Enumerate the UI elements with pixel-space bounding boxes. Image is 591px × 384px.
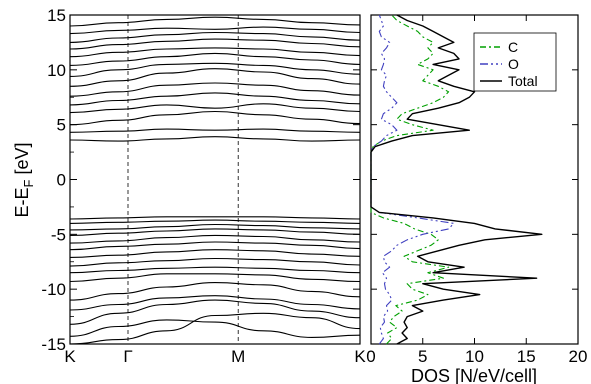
band-line xyxy=(69,299,361,325)
band-line xyxy=(69,128,361,133)
y-tick-label: -10 xyxy=(41,280,66,299)
band-line xyxy=(69,38,361,50)
x-tick-label: 15 xyxy=(517,347,536,366)
band-lines xyxy=(69,16,361,345)
band-line xyxy=(69,68,361,87)
y-axis-title-subscript: F xyxy=(21,179,36,187)
band-line xyxy=(69,136,361,142)
y-tick-label: -5 xyxy=(51,225,66,244)
x-tick-label: 20 xyxy=(569,347,588,366)
band-line xyxy=(69,16,361,27)
band-y-ticks: -15 -10 -5 0 5 10 15 xyxy=(41,6,360,354)
kpoint-label: Γ xyxy=(123,347,132,366)
x-tick-label: 0 xyxy=(366,347,375,366)
dos-series-total xyxy=(370,14,543,345)
band-line xyxy=(69,110,361,126)
kpoint-label: K xyxy=(64,347,76,366)
band-line xyxy=(69,103,361,114)
band-line xyxy=(69,26,361,35)
y-axis-title-unit: [eV] xyxy=(12,143,32,175)
dos-x-ticks: 0 5 10 15 20 xyxy=(366,14,588,366)
band-line xyxy=(69,234,361,244)
y-tick-label: 0 xyxy=(57,171,66,190)
band-line xyxy=(69,266,361,274)
y-tick-label: 15 xyxy=(47,6,66,25)
y-tick-label: 10 xyxy=(47,61,66,80)
band-line xyxy=(69,282,361,301)
band-line xyxy=(69,223,361,231)
band-line xyxy=(69,219,361,224)
band-line xyxy=(69,312,361,345)
dos-lines xyxy=(370,14,543,345)
legend-label-c: C xyxy=(508,39,518,55)
y-tick-label: 5 xyxy=(57,116,66,135)
dos-series-o xyxy=(370,14,455,345)
band-line xyxy=(69,319,361,338)
band-line xyxy=(69,62,361,77)
band-structure-panel: -15 -10 -5 0 5 10 15 K Γ M K xyxy=(41,6,366,366)
x-axis-title: DOS [N/eV/cell] xyxy=(411,366,537,384)
band-line xyxy=(69,257,361,267)
band-line xyxy=(69,82,361,97)
y-tick-label: -15 xyxy=(41,335,66,354)
band-line xyxy=(69,295,361,311)
band-line xyxy=(69,273,361,283)
band-line xyxy=(69,47,361,58)
band-line xyxy=(69,228,361,236)
band-plot-frame xyxy=(69,14,361,345)
band-line xyxy=(69,92,361,106)
band-line xyxy=(69,216,361,220)
kpoint-label: M xyxy=(231,347,245,366)
dos-series-c xyxy=(370,14,450,345)
legend-label-o: O xyxy=(508,56,519,72)
band-line xyxy=(69,241,361,251)
band-line xyxy=(69,31,361,43)
svg-text:E-EF[eV]: E-EF [eV] xyxy=(12,143,36,218)
band-line xyxy=(69,249,361,258)
x-tick-label: 5 xyxy=(418,347,427,366)
y-axis-title: E-EF [eV] xyxy=(12,143,36,218)
y-axis-title-main: E-E xyxy=(12,187,32,217)
kpoint-label: K xyxy=(354,347,366,366)
x-tick-label: 10 xyxy=(465,347,484,366)
band-line xyxy=(69,52,361,66)
legend-label-total: Total xyxy=(508,73,538,89)
